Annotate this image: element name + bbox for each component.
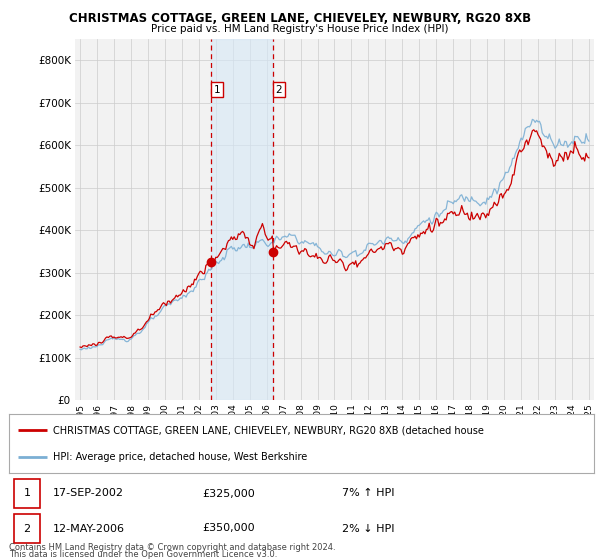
Text: Price paid vs. HM Land Registry's House Price Index (HPI): Price paid vs. HM Land Registry's House … xyxy=(151,24,449,34)
Text: 17-SEP-2002: 17-SEP-2002 xyxy=(53,488,124,498)
Text: 2% ↓ HPI: 2% ↓ HPI xyxy=(343,524,395,534)
Text: HPI: Average price, detached house, West Berkshire: HPI: Average price, detached house, West… xyxy=(53,452,307,463)
Text: This data is licensed under the Open Government Licence v3.0.: This data is licensed under the Open Gov… xyxy=(9,550,277,559)
Text: Contains HM Land Registry data © Crown copyright and database right 2024.: Contains HM Land Registry data © Crown c… xyxy=(9,543,335,552)
Bar xyxy=(211,39,273,400)
Text: 12-MAY-2006: 12-MAY-2006 xyxy=(53,524,125,534)
Text: £350,000: £350,000 xyxy=(202,524,254,534)
FancyBboxPatch shape xyxy=(14,514,40,543)
Text: 7% ↑ HPI: 7% ↑ HPI xyxy=(343,488,395,498)
Text: 2: 2 xyxy=(275,85,282,95)
Text: 1: 1 xyxy=(214,85,220,95)
FancyBboxPatch shape xyxy=(14,479,40,508)
Text: £325,000: £325,000 xyxy=(202,488,255,498)
Text: 2: 2 xyxy=(23,524,31,534)
Text: 1: 1 xyxy=(23,488,31,498)
Text: CHRISTMAS COTTAGE, GREEN LANE, CHIEVELEY, NEWBURY, RG20 8XB (detached house: CHRISTMAS COTTAGE, GREEN LANE, CHIEVELEY… xyxy=(53,425,484,435)
Text: CHRISTMAS COTTAGE, GREEN LANE, CHIEVELEY, NEWBURY, RG20 8XB: CHRISTMAS COTTAGE, GREEN LANE, CHIEVELEY… xyxy=(69,12,531,25)
